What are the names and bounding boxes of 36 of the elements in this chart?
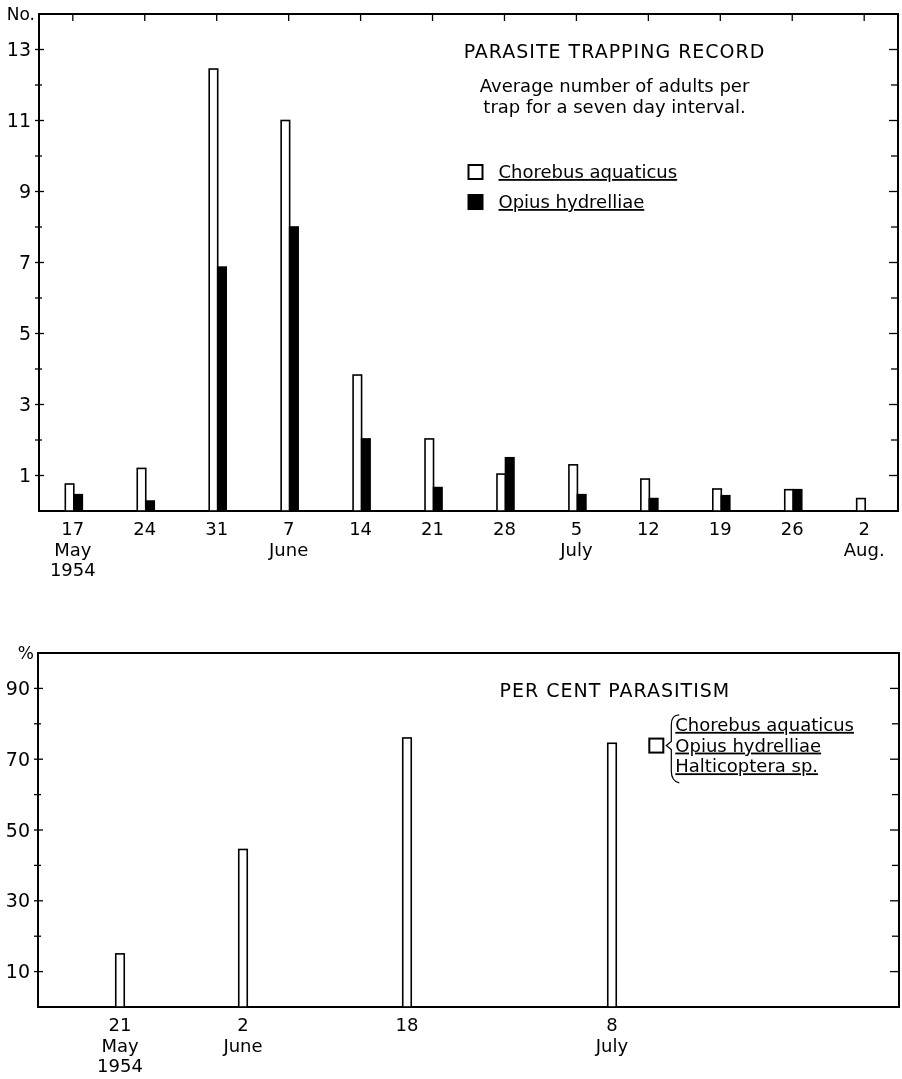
x-tick-label: 2 June xyxy=(222,1014,263,1056)
x-tick-label: 2 Aug. xyxy=(843,518,885,560)
x-tick-label: 5 July xyxy=(559,518,593,560)
y-axis-title: % xyxy=(17,643,34,663)
y-tick-label: 11 xyxy=(6,109,31,132)
y-axis-title: No. xyxy=(6,4,35,24)
y-tick-label: 13 xyxy=(6,38,31,61)
y-tick-label: 5 xyxy=(18,322,31,345)
y-tick-label: 3 xyxy=(18,393,31,416)
x-tick-label: 21 xyxy=(421,518,444,539)
x-tick-label: 21 May 1954 xyxy=(97,1014,143,1077)
text: PARASITE TRAPPING RECORD xyxy=(463,40,766,62)
x-tick-label: 8 July xyxy=(594,1014,629,1056)
y-tick-label: 1 xyxy=(18,464,31,487)
y-tick-label: 70 xyxy=(5,747,30,770)
x-tick-label: 28 xyxy=(493,518,516,539)
y-tick-label: 10 xyxy=(5,960,30,983)
y-tick-label: 9 xyxy=(18,180,31,203)
y-tick-label: 90 xyxy=(5,677,30,700)
x-tick-label: 14 xyxy=(349,518,373,539)
y-tick-label: 50 xyxy=(5,818,30,841)
text: Average number of adults per trap for a seven day interval. xyxy=(479,75,750,117)
y-tick-label: 7 xyxy=(18,251,31,274)
legend-label: Opius hydrelliae xyxy=(498,191,645,213)
x-tick-label: 19 xyxy=(708,518,732,539)
x-tick-label: 17 May 1954 xyxy=(49,518,96,581)
x-tick-label: 24 xyxy=(133,518,157,539)
y-tick-label: 30 xyxy=(5,889,30,912)
legend-label: Chorebus aquaticus Opius hydrelliae Halticoptera sp. xyxy=(675,713,854,777)
text: PER CENT PARASITISM xyxy=(499,679,731,701)
x-tick-label: 31 xyxy=(205,518,229,539)
x-tick-label: 12 xyxy=(636,518,660,539)
x-tick-label: 26 xyxy=(780,518,804,539)
legend-label: Chorebus aquaticus xyxy=(498,161,678,183)
x-tick-label: 18 xyxy=(395,1014,419,1035)
x-tick-label: 7 June xyxy=(268,518,309,560)
